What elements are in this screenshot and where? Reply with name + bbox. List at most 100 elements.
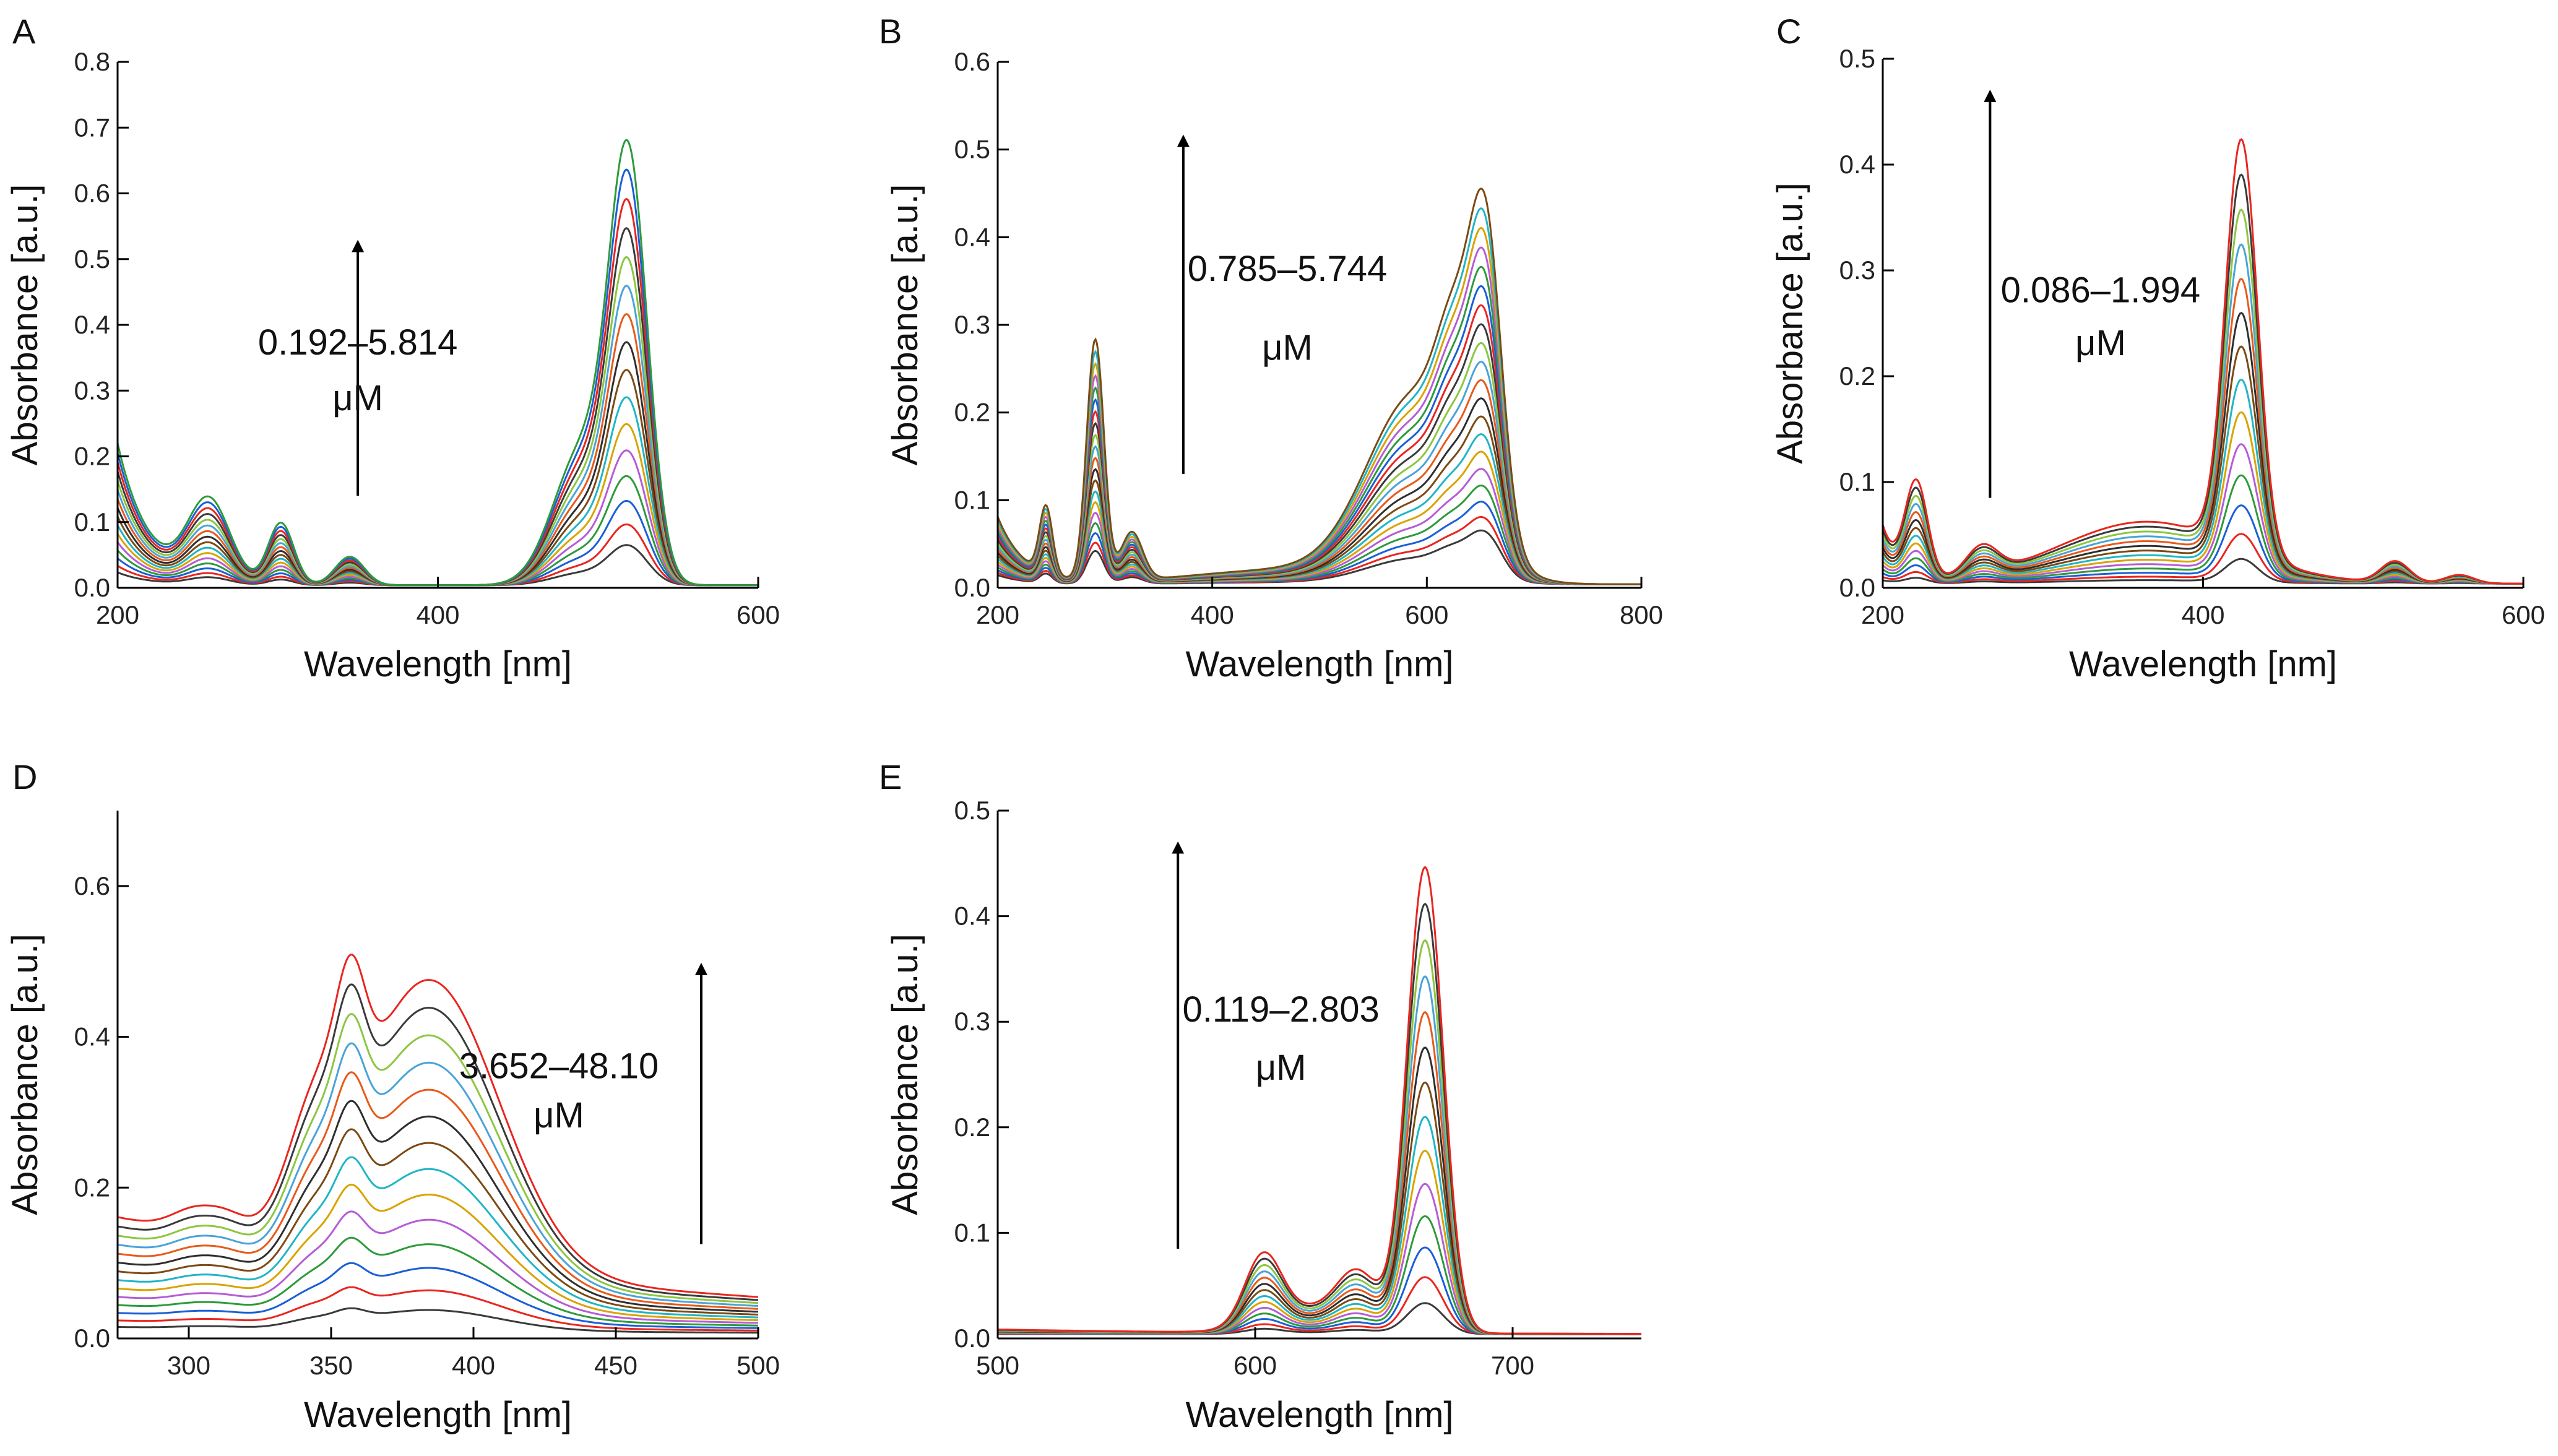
x-tick-label: 400: [2181, 600, 2224, 629]
concentration-range-label: 0.086–1.994: [2001, 270, 2201, 310]
y-tick-label: 0.2: [74, 1173, 110, 1202]
x-tick-label: 200: [1861, 600, 1904, 629]
spectrum-line: [118, 1071, 758, 1310]
y-axis-title: Absorbance [a.u.]: [5, 184, 45, 466]
panel-b: B 0.0 0.1 0.2 0.3 0.4 0.5 0.6 200 400 600 800 Wavele…: [879, 12, 1663, 684]
spectrum-line: [118, 1210, 758, 1324]
y-tick-label: 0.1: [954, 485, 990, 514]
x-tick-label: 600: [1405, 600, 1448, 629]
panel-c: C 0.0 0.1 0.2 0.3 0.4 0.5 200 400 600 Wavelength […: [1770, 12, 2545, 684]
concentration-range-label: 0.192–5.814: [258, 322, 458, 363]
y-tick-label: 0.5: [74, 244, 110, 274]
spectra-group: [998, 187, 1641, 585]
panel-letter: C: [1776, 12, 1801, 51]
x-tick-label: 400: [1191, 600, 1234, 629]
x-tick-label: 500: [737, 1351, 780, 1380]
spectrum-line: [118, 1236, 758, 1327]
concentration-range-label: 0.119–2.803: [1182, 989, 1379, 1030]
y-tick-label: 0.4: [954, 222, 990, 251]
concentration-unit-label: μM: [2075, 323, 2126, 363]
y-tick-label: 0.2: [954, 398, 990, 427]
spectra-group: [1883, 138, 2523, 585]
x-tick-label: 400: [416, 600, 459, 629]
spectra-group: [118, 954, 758, 1334]
y-tick-label: 0.7: [74, 113, 110, 142]
panel-e: E 0.0 0.1 0.2 0.3 0.4 0.5 500 600 700 Wavelength […: [879, 757, 1641, 1435]
y-tick-label: 0.6: [74, 871, 110, 900]
spectrum-line: [118, 1307, 758, 1334]
y-tick-label: 0.3: [1839, 256, 1875, 285]
x-tick-label: 200: [976, 600, 1019, 629]
spectrum-line: [118, 1183, 758, 1322]
x-axis-title: Wavelength [nm]: [1185, 1395, 1453, 1435]
x-tick-label: 200: [96, 600, 139, 629]
y-tick-label: 0.0: [74, 573, 110, 602]
y-tick-label: 0.5: [1839, 44, 1875, 73]
panel-d: D 0.0 0.2 0.4 0.6 300 350 400 450 500 Wavelength […: [5, 757, 780, 1435]
spectrum-line: [118, 1156, 758, 1319]
x-axis-title: Wavelength [nm]: [2069, 644, 2337, 684]
spectrum-line: [998, 866, 1641, 1335]
concentration-range-label: 0.785–5.744: [1188, 249, 1388, 289]
y-tick-label: 0.2: [1839, 361, 1875, 390]
x-tick-label: 700: [1491, 1351, 1534, 1380]
y-tick-label: 0.0: [954, 1324, 990, 1353]
y-tick-label: 0.3: [74, 376, 110, 405]
spectrum-line: [998, 187, 1641, 585]
y-tick-label: 0.4: [74, 310, 110, 339]
y-tick-label: 0.4: [954, 902, 990, 931]
concentration-unit-label: μM: [534, 1095, 584, 1135]
panel-a: A 0.0 0.1 0.2 0.3 0.4 0.5 0.6 0.7 0.8 200 400 600 Wav…: [5, 12, 780, 684]
y-tick-label: 0.6: [954, 47, 990, 76]
y-axis-title: Absorbance [a.u.]: [885, 184, 925, 466]
x-tick-label: 600: [737, 600, 780, 629]
x-axis-title: Wavelength [nm]: [1185, 644, 1453, 684]
y-tick-label: 0.1: [954, 1218, 990, 1247]
spectrum-line: [1883, 138, 2523, 585]
spectrum-line: [118, 954, 758, 1298]
y-tick-label: 0.0: [1839, 573, 1875, 602]
spectrum-line: [118, 1128, 758, 1316]
concentration-unit-label: μM: [1262, 328, 1313, 368]
y-axis-title: Absorbance [a.u.]: [5, 934, 45, 1215]
panel-letter: B: [879, 12, 902, 51]
concentration-range-label: 3.652–48.10: [459, 1046, 659, 1087]
y-tick-label: 0.2: [954, 1113, 990, 1142]
x-tick-label: 600: [1234, 1351, 1277, 1380]
panel-letter: E: [879, 757, 902, 796]
concentration-unit-label: μM: [332, 378, 383, 418]
spectrum-line: [118, 1100, 758, 1313]
spectra-group: [998, 866, 1641, 1335]
y-tick-label: 0.4: [1839, 150, 1875, 179]
x-tick-label: 500: [976, 1351, 1019, 1380]
x-tick-label: 350: [309, 1351, 353, 1380]
panel-letter: A: [12, 12, 36, 51]
y-tick-label: 0.8: [74, 47, 110, 76]
x-axis-title: Wavelength [nm]: [304, 644, 572, 684]
x-tick-label: 400: [452, 1351, 495, 1380]
spectrum-line: [118, 1286, 758, 1332]
x-tick-label: 300: [167, 1351, 210, 1380]
y-tick-label: 0.1: [1839, 467, 1875, 496]
y-tick-label: 0.2: [74, 442, 110, 471]
y-tick-label: 0.6: [74, 179, 110, 208]
x-tick-label: 800: [1620, 600, 1663, 629]
y-tick-label: 0.4: [74, 1022, 110, 1051]
y-tick-label: 0.5: [954, 135, 990, 164]
x-tick-label: 600: [2502, 600, 2545, 629]
spectrum-line: [118, 1262, 758, 1329]
panel-letter: D: [12, 757, 37, 796]
y-tick-label: 0.0: [954, 573, 990, 602]
y-tick-label: 0.5: [954, 796, 990, 825]
concentration-unit-label: μM: [1256, 1048, 1307, 1088]
y-tick-label: 0.3: [954, 1007, 990, 1036]
y-tick-label: 0.1: [74, 507, 110, 536]
y-axis-title: Absorbance [a.u.]: [1770, 183, 1810, 464]
y-tick-label: 0.3: [954, 310, 990, 339]
y-axis-title: Absorbance [a.u.]: [885, 934, 925, 1215]
spectrum-line: [118, 1042, 758, 1307]
spectrum-line: [118, 983, 758, 1301]
spectrum-line: [118, 1013, 758, 1304]
y-tick-label: 0.0: [74, 1324, 110, 1353]
